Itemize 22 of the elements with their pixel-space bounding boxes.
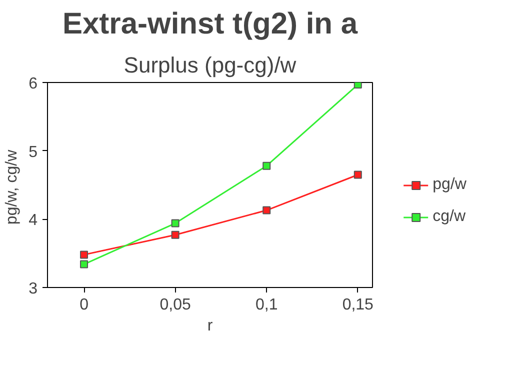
y-tick-label: 5 (28, 144, 38, 161)
point (80, 260, 88, 268)
point (171, 230, 180, 239)
x-tick-label: 0,05 (160, 296, 191, 314)
point (80, 250, 88, 259)
point (354, 82, 362, 89)
y-tick-label: 3 (28, 280, 38, 298)
chart-subtitle: Surplus (pg-cg)/w (124, 52, 296, 78)
point (262, 162, 271, 170)
y-axis-title: pg/w, cg/w (4, 149, 21, 225)
y-tick-label: 6 (28, 76, 38, 92)
x-tick-label: 0,15 (342, 296, 374, 314)
y-tick-label: 4 (28, 212, 38, 230)
point (171, 219, 180, 228)
legend-label: cg/w (432, 208, 466, 226)
x-tick-label: 0 (80, 296, 89, 314)
x-axis-title: r (207, 318, 214, 334)
point (354, 170, 362, 179)
x-tick-label: 0,1 (255, 296, 278, 314)
point (262, 206, 271, 214)
legend-label: pg/w (432, 176, 466, 194)
chart-title: Extra-winst t(g2) in a (62, 8, 358, 40)
